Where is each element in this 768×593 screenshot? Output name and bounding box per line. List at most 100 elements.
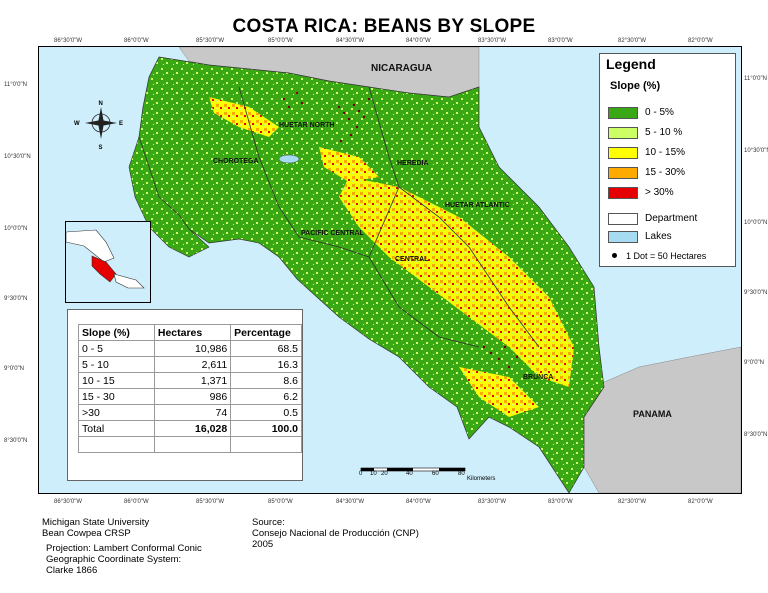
- tick-bottom-1: 86°0'0"W: [124, 499, 149, 505]
- table-header-cell: Slope (%): [78, 324, 155, 341]
- legend-item-label: > 30%: [645, 187, 674, 198]
- central-highlands: [339, 177, 574, 387]
- tick-top-2: 85°30'0"W: [196, 38, 225, 44]
- tick-top-6: 83°30'0"W: [478, 38, 507, 44]
- scale-tick-label: 10: [370, 471, 377, 477]
- legend-item-label: 5 - 10 %: [645, 127, 683, 138]
- legend-department: Department: [608, 212, 697, 225]
- legend: Legend Slope (%) 0 - 5% 5 - 10 % 10 - 15% 1…: [599, 53, 736, 267]
- org-line-1: Michigan State University: [42, 517, 150, 528]
- legend-dot: 1 Dot = 50 Hectares: [608, 249, 706, 262]
- label-nicaragua: NICARAGUA: [371, 63, 432, 74]
- table-header-cell: Percentage: [230, 324, 302, 341]
- legend-department-label: Department: [645, 213, 698, 224]
- table-empty-row: [78, 436, 302, 453]
- table-total-row: Total 16,028 100.0: [78, 420, 302, 437]
- table-empty-cell: [78, 436, 155, 453]
- dot-symbol: [612, 253, 617, 258]
- tick-bottom-7: 83°0'0"W: [548, 499, 573, 505]
- compass-n: N: [99, 101, 103, 107]
- compass-w: W: [74, 121, 80, 127]
- legend-swatch: [608, 106, 638, 119]
- legend-swatch: [608, 126, 638, 139]
- tick-top-8: 82°30'0"W: [618, 38, 647, 44]
- tick-left-5: 8°30'0"N: [4, 438, 28, 444]
- legend-item: 15 - 30%: [608, 166, 685, 179]
- compass-rose: N S E W: [74, 101, 123, 151]
- table-total-cell: 16,028: [153, 420, 232, 437]
- table-cell: 0.5: [230, 404, 302, 421]
- northern-highlands: [209, 97, 279, 137]
- label-panama: PANAMA: [633, 409, 672, 419]
- table-header-row: Slope (%) Hectares Percentage: [78, 324, 302, 341]
- table-header-cell: Hectares: [153, 324, 232, 341]
- tick-left-3: 9°30'0"N: [4, 296, 28, 302]
- legend-item: 0 - 5%: [608, 106, 674, 119]
- tick-right-4: 9°0'0"N: [744, 360, 765, 366]
- tick-bottom-3: 85°0'0"W: [268, 499, 293, 505]
- lake-arenal: [278, 154, 300, 164]
- tick-bottom-9: 82°0'0"W: [688, 499, 713, 505]
- legend-swatch: [608, 166, 638, 179]
- legend-item-label: 0 - 5%: [645, 107, 674, 118]
- legend-swatch: [608, 146, 638, 159]
- legend-item: 10 - 15%: [608, 146, 685, 159]
- map-canvas: NICARAGUA PANAMA HUETAR NORTH CHOROTEGA …: [74, 47, 741, 493]
- proj-line-1: Projection: Lambert Conformal Conic: [46, 543, 202, 554]
- department-swatch: [608, 212, 638, 225]
- table-row: 10 - 15 1,371 8.6: [78, 372, 302, 389]
- proj-line-3: Clarke 1866: [46, 565, 98, 576]
- tick-top-7: 83°0'0"W: [548, 38, 573, 44]
- legend-lakes-label: Lakes: [645, 231, 672, 242]
- tick-left-4: 9°0'0"N: [4, 366, 25, 372]
- compass-s: S: [99, 145, 103, 151]
- tick-bottom-8: 82°30'0"W: [618, 499, 647, 505]
- label-brunca: BRUNCA: [523, 374, 553, 381]
- table-cell: 10,986: [153, 340, 232, 357]
- table-cell: >30: [78, 404, 155, 421]
- label-central: CENTRAL: [395, 256, 429, 263]
- table-cell: 1,371: [153, 372, 232, 389]
- scale-tick-label: 60: [432, 471, 439, 477]
- tick-right-1: 10°30'0"N: [744, 148, 768, 154]
- table-cell: 6.2: [230, 388, 302, 405]
- legend-swatch: [608, 186, 638, 199]
- tick-top-9: 82°0'0"W: [688, 38, 713, 44]
- legend-item: > 30%: [608, 186, 674, 199]
- source-line-1: Source:: [252, 517, 285, 528]
- scale-tick-label: 40: [406, 471, 413, 477]
- table-total-cell: 100.0: [230, 420, 302, 437]
- source-line-3: 2005: [252, 539, 274, 550]
- legend-dot-label: 1 Dot = 50 Hectares: [626, 250, 707, 261]
- map-title: COSTA RICA: BEANS BY SLOPE: [232, 16, 536, 37]
- tick-right-2: 10°0'0"N: [744, 220, 768, 226]
- label-pacific-central: PACIFIC CENTRAL: [301, 230, 365, 237]
- tick-right-5: 8°30'0"N: [744, 432, 768, 438]
- tick-bottom-6: 83°30'0"W: [478, 499, 507, 505]
- tick-left-1: 10°30'0"N: [4, 154, 31, 160]
- table-cell: 68.5: [230, 340, 302, 357]
- table-row: 15 - 30 986 6.2: [78, 388, 302, 405]
- source-line-2: Consejo Nacional de Producción (CNP): [252, 528, 419, 539]
- slope-table: Slope (%) Hectares Percentage 0 - 5 10,986 6…: [78, 324, 302, 453]
- label-chorotega: CHOROTEGA: [213, 158, 259, 165]
- compass-e: E: [119, 121, 123, 127]
- scale-tick-label: 80: [458, 471, 465, 477]
- legend-item-label: 15 - 30%: [645, 167, 686, 178]
- label-huetar-north: HUETAR NORTH: [279, 122, 334, 129]
- scale-tick-label: 20: [381, 471, 388, 477]
- scale-bar-graphic: [360, 467, 466, 472]
- talamanca-range: [459, 367, 539, 417]
- inset-map: [65, 221, 151, 303]
- legend-lakes: Lakes: [608, 230, 672, 243]
- tick-right-3: 9°30'0"N: [744, 290, 768, 296]
- tick-bottom-0: 86°30'0"W: [54, 499, 83, 505]
- table-cell: 0 - 5: [78, 340, 155, 357]
- table-cell: 5 - 10: [78, 356, 155, 373]
- table-row: >30 74 0.5: [78, 404, 302, 421]
- scale-tick-label: 0: [359, 471, 363, 477]
- table-cell: 986: [153, 388, 232, 405]
- tick-bottom-4: 84°30'0"W: [336, 499, 365, 505]
- table-cell: 15 - 30: [78, 388, 155, 405]
- table-row: 0 - 5 10,986 68.5: [78, 340, 302, 357]
